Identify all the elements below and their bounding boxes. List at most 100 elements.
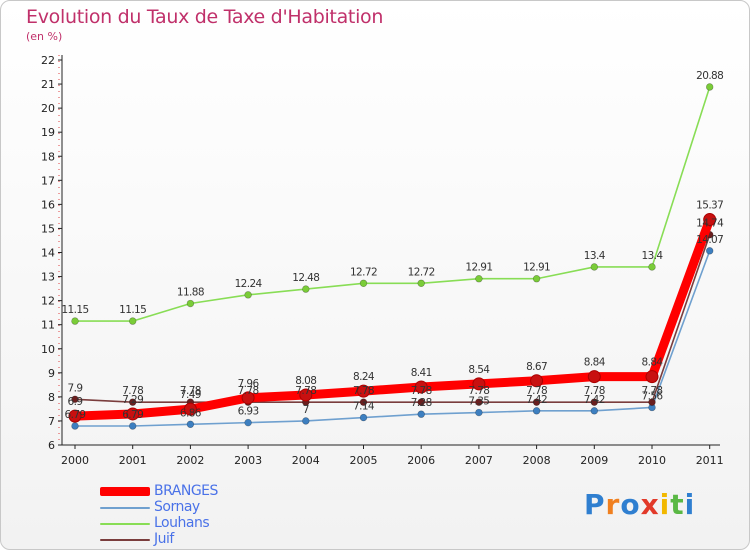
y-tick-label: 8: [48, 391, 55, 404]
data-point-branges: [414, 380, 428, 394]
data-point-branges: [472, 377, 486, 391]
data-point-louhans: [705, 83, 714, 91]
data-label-louhans: 11.15: [61, 304, 88, 316]
data-label-juif: 7.78: [411, 385, 432, 397]
data-point-louhans: [129, 317, 137, 325]
logo-letter: r: [605, 488, 621, 521]
y-tick-label: 22: [41, 54, 55, 67]
data-label-branges: 15.37: [696, 200, 723, 212]
legend-swatch: [100, 523, 150, 525]
series-line-juif: [74, 233, 711, 403]
x-tick-label: 2009: [580, 454, 608, 467]
data-label-juif: 7.78: [526, 385, 547, 397]
data-point-sornay: [532, 407, 541, 415]
data-label-sornay: 6.79: [65, 409, 86, 421]
proxiti-logo: Proxiti: [584, 488, 695, 521]
data-label-branges: 7.96: [238, 378, 260, 390]
data-label-branges: 6.9: [68, 396, 83, 408]
logo-letter: i: [659, 488, 671, 521]
data-point-louhans: [648, 263, 656, 271]
data-label-juif: 7.78: [295, 385, 316, 397]
data-point-louhans: [475, 275, 483, 283]
data-point-branges: [241, 391, 255, 405]
y-tick-label: 17: [41, 174, 55, 187]
y-tick-label: 14: [41, 247, 55, 260]
data-point-juif: [475, 398, 483, 406]
data-point-branges: [183, 402, 197, 416]
data-point-juif: [417, 398, 425, 406]
data-point-louhans: [71, 317, 79, 325]
y-tick-label: 18: [41, 150, 55, 163]
legend-swatch: [100, 539, 150, 541]
y-tick-label: 11: [41, 319, 55, 332]
data-point-sornay: [359, 413, 368, 422]
data-point-louhans: [186, 299, 195, 308]
data-point-branges: [530, 374, 544, 388]
data-label-juif: 7.9: [68, 382, 83, 394]
data-point-branges: [357, 384, 370, 398]
x-tick-label: 2000: [61, 454, 89, 467]
data-label-sornay: 6.86: [180, 407, 202, 419]
chart-subtitle: (en %): [26, 30, 63, 43]
data-label-louhans: 12.48: [292, 272, 319, 284]
data-point-sornay: [475, 408, 483, 417]
x-tick-label: 2004: [292, 454, 320, 467]
data-label-louhans: 12.24: [235, 278, 263, 290]
data-label-sornay: 6.93: [238, 406, 259, 418]
x-tick-label: 2010: [638, 454, 666, 467]
data-point-louhans: [417, 279, 425, 287]
data-label-sornay: 14.07: [696, 234, 723, 246]
data-point-sornay: [186, 420, 195, 429]
legend-label: Juif: [154, 531, 174, 547]
data-label-branges: 8.24: [353, 371, 375, 383]
data-point-sornay: [590, 407, 598, 415]
legend-label: BRANGES: [154, 483, 218, 499]
data-label-louhans: 12.72: [408, 266, 435, 278]
data-label-louhans: 11.88: [177, 287, 204, 299]
data-label-juif: 7.78: [122, 385, 143, 397]
data-point-louhans: [532, 275, 541, 283]
data-label-juif: 7.78: [642, 385, 663, 397]
data-label-juif: 7.78: [180, 385, 201, 397]
y-tick-label: 10: [41, 343, 55, 356]
data-point-juif: [359, 398, 368, 406]
y-tick-label: 16: [41, 198, 55, 211]
logo-letter: t: [670, 488, 685, 521]
series-line-sornay: [74, 250, 711, 427]
logo-letter: o: [620, 488, 641, 521]
y-tick-label: 21: [41, 78, 55, 91]
series-line-louhans: [74, 86, 711, 322]
logo-letter: i: [684, 488, 696, 521]
data-point-sornay: [244, 418, 252, 427]
data-point-juif: [71, 395, 79, 403]
x-tick-label: 2011: [696, 454, 724, 467]
data-label-branges: 7.29: [122, 394, 143, 406]
data-label-sornay: 7.42: [584, 394, 605, 406]
data-label-juif: 7.78: [353, 385, 374, 397]
data-point-juif: [129, 398, 137, 406]
legend-swatch: [100, 507, 150, 509]
x-tick-label: 2006: [407, 454, 435, 467]
y-tick-label: 20: [41, 102, 55, 115]
x-tick-label: 2008: [523, 454, 551, 467]
chart-title: Evolution du Taux de Taxe d'Habitation: [26, 6, 384, 28]
data-label-juif: 14.74: [696, 218, 724, 230]
data-label-branges: 8.41: [411, 367, 432, 379]
data-point-sornay: [417, 410, 425, 418]
data-point-branges: [703, 213, 717, 227]
data-label-louhans: 12.72: [350, 266, 377, 278]
data-point-juif: [648, 398, 656, 406]
data-point-louhans: [244, 291, 252, 299]
data-label-branges: 8.54: [468, 364, 490, 376]
data-label-sornay: 7.14: [353, 401, 375, 413]
chart-data-labels: 11.15 11.15 11.88 12.24 12.48 12.72 12.72 12.91…: [61, 70, 724, 421]
y-tick-label: 7: [48, 415, 55, 428]
data-label-louhans: 12.91: [523, 262, 550, 274]
data-label-branges: 8.84: [584, 357, 606, 369]
data-point-sornay: [705, 247, 714, 255]
data-label-branges: 7.49: [180, 389, 201, 401]
data-point-louhans: [590, 263, 598, 271]
chart-series-layer: [68, 83, 717, 430]
